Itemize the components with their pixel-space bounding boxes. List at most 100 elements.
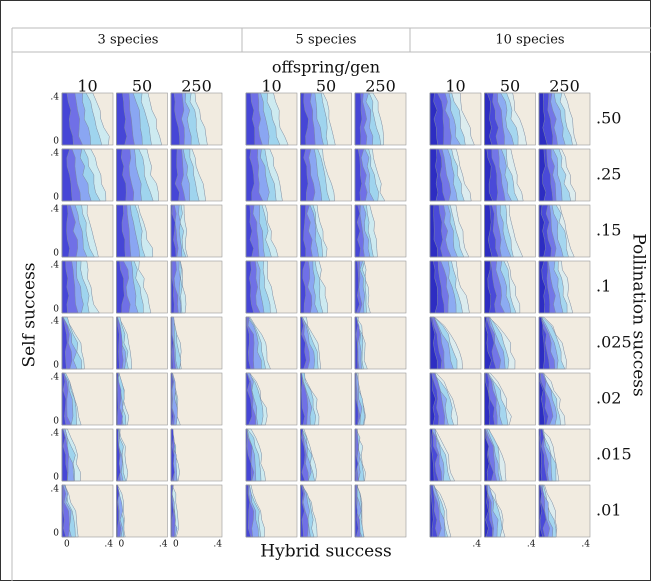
y-tick-label: .4 (50, 205, 59, 215)
panel-border (429, 484, 482, 538)
x-tick-label: .4 (104, 540, 113, 550)
panel-border (429, 316, 482, 370)
panel-border (170, 428, 223, 482)
panel-border (538, 204, 591, 258)
panel-border (354, 204, 407, 258)
x-tick-label: 0 (64, 540, 70, 550)
offspring-label: 250 (181, 77, 212, 96)
panel-border (300, 316, 352, 370)
panel-border (300, 428, 352, 482)
panel-border (538, 148, 591, 202)
x-tick-label: .4 (527, 540, 536, 550)
y-tick-label: .4 (50, 373, 59, 383)
x-tick-label: 0 (173, 540, 179, 550)
y-tick-label: 0 (53, 417, 59, 427)
contour-band (429, 148, 439, 202)
panel-border (61, 428, 114, 482)
panel-border (354, 92, 407, 146)
panel-border (170, 316, 223, 370)
y-tick-label: 0 (53, 529, 59, 539)
contour-band (354, 204, 361, 258)
offspring-label: 250 (549, 77, 580, 96)
panel-border (116, 484, 168, 538)
pollination-label: .01 (596, 501, 621, 520)
y-tick-label: .4 (50, 93, 59, 103)
panel-border (61, 260, 114, 314)
y-tick-label: 0 (53, 193, 59, 203)
panel-border (116, 92, 168, 146)
panel-border (484, 484, 536, 538)
panel-border (61, 204, 114, 258)
panel-border (484, 92, 536, 146)
y-tick-label: 0 (53, 137, 59, 147)
panel-border (170, 92, 223, 146)
offspring-label: 50 (500, 77, 520, 96)
panel-border (429, 148, 482, 202)
panel-border (245, 484, 298, 538)
panel-border (429, 260, 482, 314)
pollination-label: .015 (596, 445, 632, 464)
panel-border (300, 484, 352, 538)
panels: 10 50 250 .4 0 .50 .4 0 .25 .4 0 .15 .4 0 .1 .4 0 .025 .4 0… (50, 77, 631, 550)
panel-border (354, 484, 407, 538)
y-title: Self success (20, 262, 40, 367)
right-title: Pollination success (629, 233, 649, 396)
panel-border (245, 92, 298, 146)
panel-border (170, 204, 223, 258)
offspring-label: 10 (77, 77, 97, 96)
panel-border (484, 316, 536, 370)
contour-band (354, 316, 359, 370)
panel-border (170, 372, 223, 426)
panel-border (245, 372, 298, 426)
panel-border (245, 428, 298, 482)
x-tick-label: .4 (472, 540, 481, 550)
panel-border (116, 428, 168, 482)
panel-border (61, 148, 114, 202)
panel-border (116, 204, 168, 258)
panel-border (245, 316, 298, 370)
pollination-label: .02 (596, 389, 621, 408)
panel-border (300, 204, 352, 258)
contour-band (354, 92, 363, 146)
panel-border (116, 372, 168, 426)
pollination-label: .25 (596, 165, 621, 184)
pollination-label: .025 (596, 333, 632, 352)
y-tick-label: .4 (50, 485, 59, 495)
y-tick-label: 0 (53, 473, 59, 483)
x-tick-label: .4 (581, 540, 590, 550)
panel-border (170, 148, 223, 202)
column-title: offspring/gen (272, 58, 380, 77)
offspring-label: 10 (261, 77, 281, 96)
group-header: 5 species (296, 33, 357, 48)
panel-border (538, 484, 591, 538)
x-tick-label: 0 (119, 540, 125, 550)
panel-border (538, 428, 591, 482)
panel-border (538, 92, 591, 146)
panel-border (245, 148, 298, 202)
pollination-label: .1 (596, 277, 611, 296)
x-title: Hybrid success (260, 542, 391, 562)
panel-border (429, 372, 482, 426)
panel-border (429, 428, 482, 482)
panel-border (61, 484, 114, 538)
panel-border (354, 260, 407, 314)
panel-border (484, 372, 536, 426)
panel-border (300, 260, 352, 314)
panel-background (171, 485, 222, 537)
panel-border (484, 428, 536, 482)
panel-border (354, 372, 407, 426)
panel-background (171, 373, 222, 425)
pollination-label: .50 (596, 109, 621, 128)
panel-border (484, 148, 536, 202)
panel-border (245, 260, 298, 314)
y-tick-label: .4 (50, 429, 59, 439)
group-header: 3 species (98, 33, 159, 48)
y-tick-label: 0 (53, 249, 59, 259)
panel-border (61, 92, 114, 146)
panel-background (116, 485, 168, 537)
panel-border (116, 260, 168, 314)
y-tick-label: .4 (50, 149, 59, 159)
panel-border (116, 148, 168, 202)
panel-border (484, 204, 536, 258)
offspring-label: 10 (445, 77, 465, 96)
